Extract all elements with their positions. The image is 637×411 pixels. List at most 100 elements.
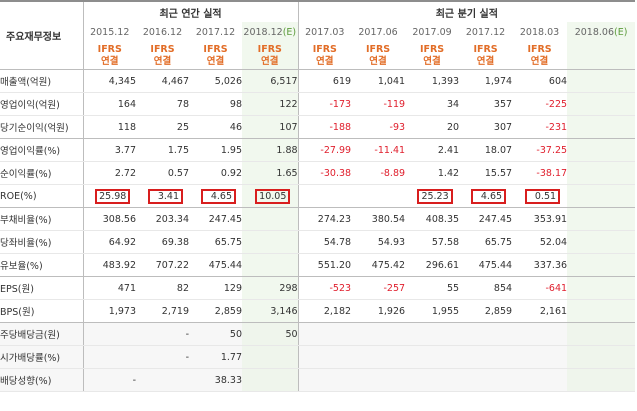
ifrs-label: IFRS xyxy=(150,43,175,55)
period-header: 2015.12 xyxy=(90,26,130,38)
value-cell xyxy=(567,276,636,300)
ifrs-label: IFRS xyxy=(473,43,498,55)
table-row: 영업이익(억원) 164 78 98 122 -173 -119 34 357 -225 xyxy=(0,92,636,116)
highlight-box: 4.65 xyxy=(201,188,236,204)
value-cell: -173 xyxy=(298,92,352,116)
value-cell: -93 xyxy=(351,115,406,139)
value-cell: -257 xyxy=(351,276,406,300)
value-cell: 483.92 xyxy=(83,253,136,277)
consolidated-label: 연결 xyxy=(153,55,172,67)
value-cell: 619 xyxy=(298,69,352,93)
period-header: 2017.12 xyxy=(465,26,506,38)
value-cell: 471 xyxy=(83,276,136,300)
highlight-box: 3.41 xyxy=(148,188,183,204)
value-cell: 3.77 xyxy=(83,138,136,162)
value-cell xyxy=(567,115,636,139)
value-cell: 296.61 xyxy=(405,253,460,277)
value-cell xyxy=(405,322,460,346)
table-row: 유보율(%) 483.92 707.22 475.44 551.20 475.42 296.… xyxy=(0,253,636,277)
value-cell xyxy=(351,322,406,346)
value-cell: 1,926 xyxy=(351,299,406,323)
annual-group-header: 최근 연간 실적 xyxy=(83,0,299,22)
value-cell: 54.93 xyxy=(351,230,406,254)
value-cell: - xyxy=(136,322,189,346)
value-cell xyxy=(567,207,636,231)
row-label: 당기순이익(억원) xyxy=(0,115,84,139)
value-cell: -30.38 xyxy=(298,161,352,185)
value-cell: 2,161 xyxy=(512,299,568,323)
value-cell: 0.92 xyxy=(189,161,242,185)
accounting-standard: IFRS 연결 xyxy=(512,42,568,70)
value-cell xyxy=(459,368,513,392)
value-cell: 1,041 xyxy=(351,69,406,93)
value-cell: 2,859 xyxy=(189,299,242,323)
table-row: 배당성향(%) - 38.33 xyxy=(0,368,636,392)
value-cell xyxy=(567,345,636,369)
value-cell: 20 xyxy=(405,115,460,139)
value-cell: -523 xyxy=(298,276,352,300)
value-cell: 307 xyxy=(459,115,513,139)
value-cell: -27.99 xyxy=(298,138,352,162)
value-cell xyxy=(567,322,636,346)
consolidated-label: 연결 xyxy=(316,55,334,67)
value-cell: 50 xyxy=(242,322,299,346)
value-cell xyxy=(298,184,352,208)
value-cell xyxy=(351,368,406,392)
ifrs-label: IFRS xyxy=(365,43,391,55)
value-cell: 50 xyxy=(189,322,242,346)
ifrs-label: IFRS xyxy=(312,43,337,55)
value-cell xyxy=(83,345,136,369)
consolidated-label: 연결 xyxy=(476,55,495,67)
value-cell: 0.57 xyxy=(136,161,189,185)
value-cell: 2,182 xyxy=(298,299,352,323)
value-cell: 247.45 xyxy=(189,207,242,231)
row-label: 당좌비율(%) xyxy=(0,230,84,254)
estimate-marker: (E) xyxy=(282,26,297,38)
value-cell: 551.20 xyxy=(298,253,352,277)
highlighted-cell: 25.23 xyxy=(405,184,460,208)
value-cell: 475.44 xyxy=(189,253,242,277)
value-cell: 1,393 xyxy=(405,69,460,93)
value-cell: 122 xyxy=(242,92,299,116)
value-cell: 118 xyxy=(83,115,136,139)
value-cell xyxy=(459,345,513,369)
table-row: 영업이익률(%) 3.77 1.75 1.95 1.88 -27.99 -11.41 2.41… xyxy=(0,138,636,162)
period-header: 2017.12 xyxy=(195,26,236,38)
value-cell: 4,467 xyxy=(136,69,189,93)
value-cell: 274.23 xyxy=(298,207,352,231)
ifrs-label: IFRS xyxy=(203,43,228,55)
value-cell: 380.54 xyxy=(351,207,406,231)
value-cell xyxy=(298,345,352,369)
accounting-standard-empty xyxy=(567,42,636,70)
highlighted-cell: 4.65 xyxy=(459,184,513,208)
value-cell: 82 xyxy=(136,276,189,300)
row-label: ROE(%) xyxy=(0,184,84,208)
table-row: 당좌비율(%) 64.92 69.38 65.75 54.78 54.93 57.58 65.… xyxy=(0,230,636,254)
period-year: 2018.06 xyxy=(574,26,614,38)
row-label: 주당배당금(원) xyxy=(0,322,84,346)
value-cell xyxy=(567,230,636,254)
highlighted-cell: 3.41 xyxy=(136,184,189,208)
consolidated-label: 연결 xyxy=(261,55,279,67)
value-cell: 34 xyxy=(405,92,460,116)
value-cell: -641 xyxy=(512,276,568,300)
value-cell xyxy=(567,184,636,208)
row-label: 유보율(%) xyxy=(0,253,84,277)
value-cell xyxy=(567,92,636,116)
value-cell: 3,146 xyxy=(242,299,299,323)
value-cell: 6,517 xyxy=(242,69,299,93)
value-cell: 1,974 xyxy=(459,69,513,93)
accounting-standard: IFRS 연결 xyxy=(136,42,189,70)
value-cell xyxy=(405,368,460,392)
table-row: EPS(원) 471 82 129 298 -523 -257 55 854 -641 xyxy=(0,276,636,300)
value-cell: 247.45 xyxy=(459,207,513,231)
value-cell: 4,345 xyxy=(83,69,136,93)
value-cell xyxy=(567,253,636,277)
value-cell xyxy=(242,253,299,277)
value-cell: 1.88 xyxy=(242,138,299,162)
accounting-standard: IFRS 연결 xyxy=(351,42,406,70)
table-row: 당기순이익(억원) 118 25 46 107 -188 -93 20 307 -231 xyxy=(0,115,636,139)
value-cell: 107 xyxy=(242,115,299,139)
value-cell xyxy=(512,368,568,392)
value-cell: -231 xyxy=(512,115,568,139)
